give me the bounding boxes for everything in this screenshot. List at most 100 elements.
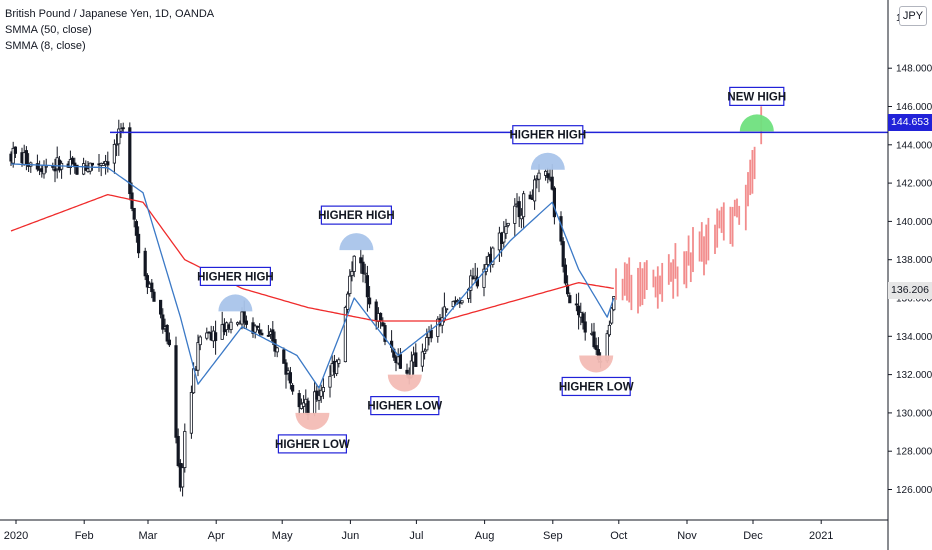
x-tick-label: Dec: [743, 530, 763, 542]
candle-body: [367, 297, 372, 305]
candle-body: [533, 179, 537, 202]
legend-smma50: SMMA (50, close): [5, 24, 92, 36]
candle-body: [517, 201, 521, 218]
candle-body: [106, 161, 110, 166]
annotation-box: [512, 125, 584, 145]
candle-body: [451, 301, 455, 307]
candle-body: [24, 150, 29, 165]
candle-body: [90, 162, 94, 166]
candle-body: [361, 261, 365, 274]
y-tick-label: 138.000: [896, 255, 932, 266]
candle-body: [420, 351, 425, 367]
candle-body: [594, 345, 598, 350]
higher-high-marker: [339, 233, 374, 251]
candle-body: [44, 165, 48, 168]
y-tick-label: 142.000: [896, 179, 932, 190]
candle-body: [405, 369, 409, 374]
candle-body: [213, 332, 218, 341]
smma50-line: [10, 193, 614, 322]
candle-body: [574, 303, 579, 306]
candle-body: [297, 393, 301, 408]
candle-body: [328, 375, 332, 388]
y-tick-label: 146.000: [896, 102, 932, 113]
candle-body: [132, 207, 136, 220]
candle-body: [343, 307, 348, 363]
new-high-marker: [739, 114, 774, 132]
candle-body: [566, 284, 570, 295]
candle-body: [161, 314, 165, 330]
candle-body: [506, 222, 510, 226]
annotation-label: NEW HIGH: [727, 91, 786, 103]
level-price-tag: 144.653: [888, 114, 932, 131]
candle-body: [134, 221, 138, 236]
legend-symbol: British Pound / Japanese Yen, 1D, OANDA: [5, 8, 215, 20]
candle-body: [563, 264, 568, 284]
y-tick-label: 136.000: [896, 294, 932, 305]
candle-body: [284, 362, 288, 375]
candle-body: [205, 332, 209, 339]
candle-body: [257, 329, 262, 334]
last-price-tag: 136.206: [888, 282, 932, 299]
candle-body: [288, 372, 293, 384]
candle-body: [35, 163, 40, 170]
candle-body: [546, 173, 550, 178]
candle-body: [180, 467, 185, 488]
y-tick-label: 130.000: [896, 408, 932, 419]
candle-body: [502, 231, 506, 243]
candle-body: [429, 329, 433, 339]
higher-high-marker: [530, 152, 565, 170]
candle-body: [513, 205, 517, 224]
x-tick-label: Aug: [475, 530, 495, 542]
candle-body: [337, 359, 341, 364]
candle-body: [115, 143, 119, 146]
candle-body: [345, 293, 350, 310]
candle-body: [165, 324, 169, 342]
x-tick-label: Sep: [543, 530, 563, 542]
chart-legend: British Pound / Japanese Yen, 1D, OANDA …: [5, 6, 214, 54]
candle-body: [273, 339, 277, 352]
candle-body: [610, 307, 614, 324]
candle-body: [444, 308, 449, 311]
candle-body: [592, 331, 596, 348]
candle-body: [174, 345, 178, 438]
annotation-label: HIGHER HIGH: [197, 271, 274, 283]
annotation-box: [729, 86, 785, 106]
higher-low-marker: [387, 374, 422, 392]
candle-body: [53, 168, 57, 172]
candle-body: [352, 255, 356, 272]
currency-badge[interactable]: JPY: [899, 6, 927, 26]
annotation-label: HIGHER LOW: [275, 439, 350, 451]
x-tick-label: May: [272, 530, 293, 542]
y-tick-label: 128.000: [896, 447, 932, 458]
candle-body: [348, 275, 352, 295]
candle-body: [84, 165, 88, 171]
annotation-box: [277, 434, 347, 454]
candle-body: [260, 332, 264, 336]
candle-body: [414, 352, 418, 367]
x-tick-label: Jul: [409, 530, 423, 542]
x-tick-label: 2021: [809, 530, 833, 542]
candle-body: [365, 275, 370, 298]
candle-body: [112, 144, 116, 164]
annotation-label: HIGHER HIGH: [318, 210, 395, 222]
x-tick-label: Nov: [677, 530, 697, 542]
candle-body: [176, 435, 180, 467]
y-tick-label: 148.000: [896, 64, 932, 75]
x-tick-label: Oct: [610, 530, 627, 542]
candle-body: [359, 257, 363, 264]
annotation-box: [320, 205, 392, 225]
candle-body: [117, 128, 121, 145]
candle-body: [128, 127, 132, 195]
candle-body: [425, 337, 429, 351]
candle-body: [528, 194, 532, 200]
x-tick-label: Jun: [342, 530, 360, 542]
candle-body: [381, 322, 385, 327]
candle-body: [150, 282, 154, 293]
candle-body: [136, 233, 141, 254]
annotation-box: [199, 266, 271, 287]
candle-body: [301, 402, 306, 407]
candle-body: [152, 291, 156, 302]
candle-body: [255, 325, 260, 328]
